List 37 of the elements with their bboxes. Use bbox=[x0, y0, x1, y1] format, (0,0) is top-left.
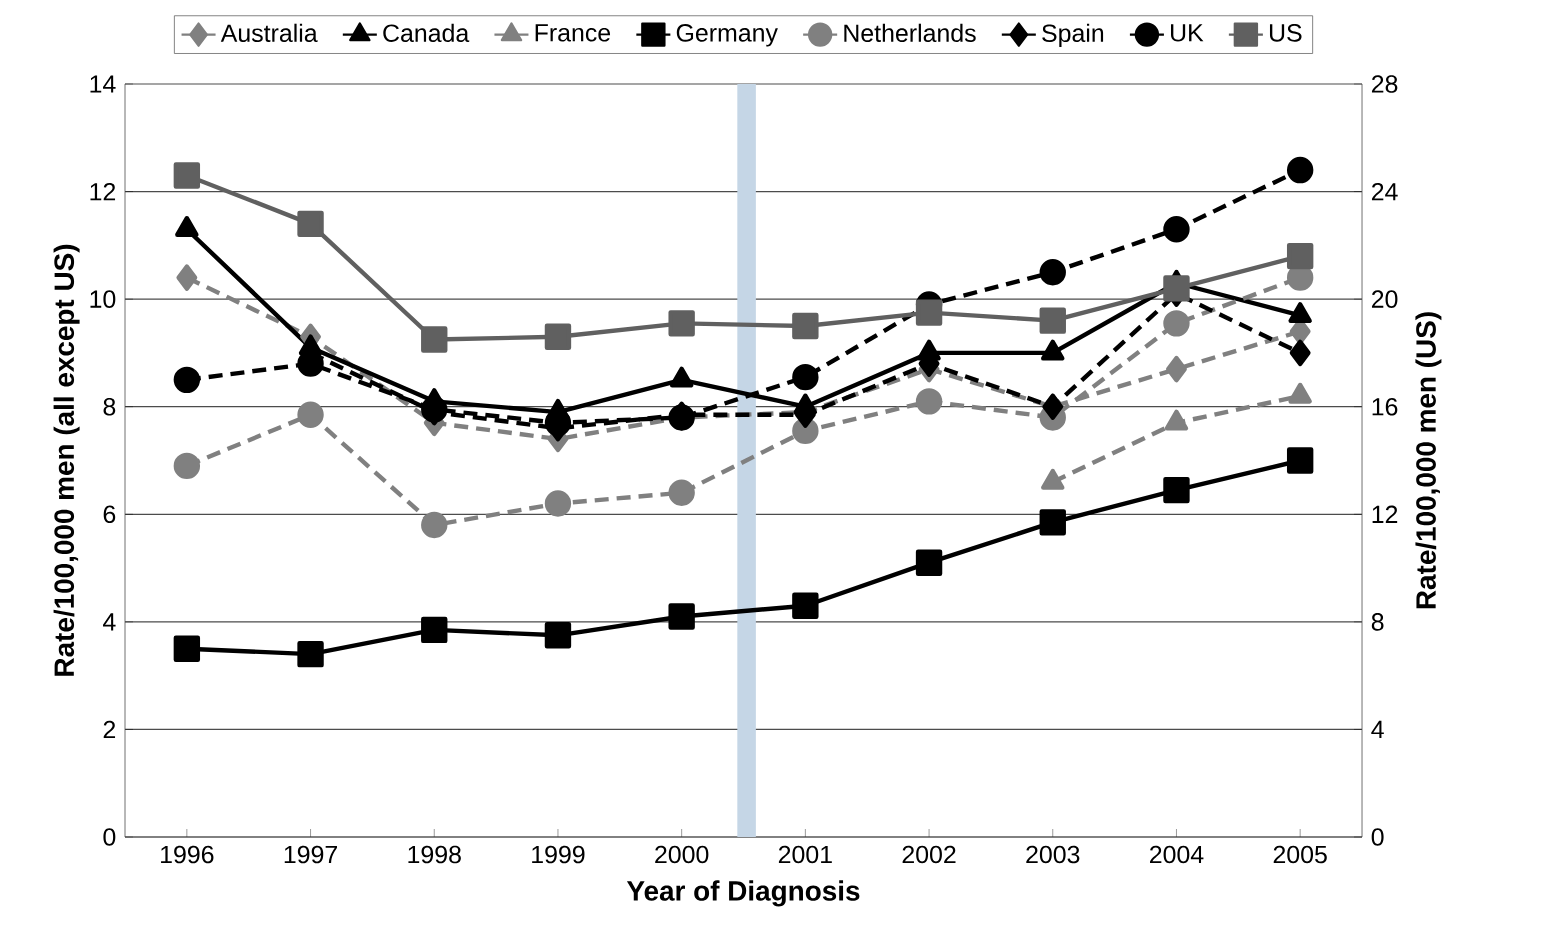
x-tick-label: 2003 bbox=[1026, 845, 1080, 864]
x-axis-title: Year of Diagnosis bbox=[626, 880, 860, 907]
y-axis-title: Rate/100,000 men (all except US) bbox=[53, 244, 80, 676]
legend-label: Spain bbox=[1042, 23, 1104, 47]
y-tick-label: 8 bbox=[103, 397, 116, 416]
legend-label: UK bbox=[1171, 24, 1204, 42]
x-tick-label: 2005 bbox=[1273, 845, 1327, 864]
y-tick-label: 4 bbox=[103, 613, 116, 631]
y-tick-label: 10 bbox=[90, 290, 116, 308]
x-tick-label: 2002 bbox=[902, 845, 956, 864]
y-tick-label: 12 bbox=[90, 182, 116, 201]
y-tick-label: 2 bbox=[103, 720, 116, 739]
x-tick-label: 2004 bbox=[1150, 845, 1204, 864]
y2-tick-label: 4 bbox=[1371, 720, 1384, 738]
y-tick-label: 6 bbox=[103, 505, 116, 524]
y-tick-label: 14 bbox=[90, 75, 116, 93]
legend-label: US bbox=[1269, 24, 1302, 42]
y2-tick-label: 0 bbox=[1371, 828, 1384, 846]
legend-label: Australia bbox=[220, 23, 318, 43]
y2-axis-title: Rate/100,000 men (US) bbox=[1415, 312, 1442, 609]
legend-label: Netherlands bbox=[844, 23, 976, 43]
y2-tick-label: 8 bbox=[1371, 613, 1384, 631]
legend-label: France bbox=[535, 24, 611, 42]
y2-tick-label: 28 bbox=[1371, 75, 1398, 93]
y2-tick-label: 16 bbox=[1372, 397, 1398, 416]
x-tick-label: 1996 bbox=[161, 845, 214, 864]
x-tick-label: 1999 bbox=[532, 845, 585, 864]
y-tick-label: 0 bbox=[103, 828, 116, 846]
x-tick-label: 2001 bbox=[778, 845, 832, 864]
legend-label: Canada bbox=[383, 23, 470, 43]
y2-tick-label: 24 bbox=[1371, 182, 1398, 201]
legend-label: Germany bbox=[676, 24, 778, 47]
x-tick-label: 1997 bbox=[284, 845, 337, 864]
y2-tick-label: 12 bbox=[1372, 505, 1398, 523]
y2-tick-label: 20 bbox=[1371, 290, 1398, 308]
x-tick-label: 1998 bbox=[408, 845, 461, 864]
x-tick-label: 2000 bbox=[655, 845, 709, 864]
